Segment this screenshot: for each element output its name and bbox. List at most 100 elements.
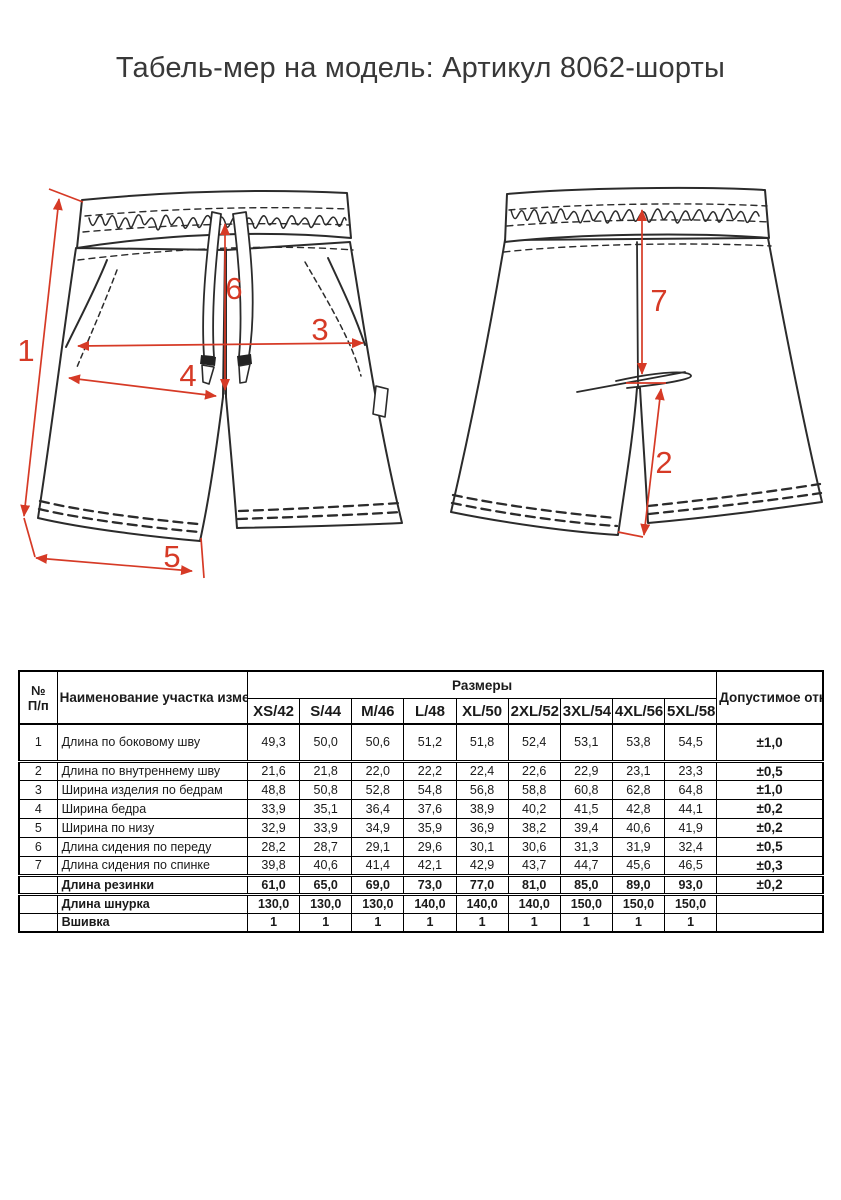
cell-size-value: 23,3 (664, 760, 718, 781)
cell-size-value: 58,8 (507, 779, 561, 800)
table-row: 5 Ширина по низу 32,9 33,9 34,9 35,9 36,9 38,2 3… (18, 817, 824, 838)
cell-size-value: 38,9 (455, 798, 509, 819)
cell-size-value: 32,9 (247, 817, 301, 838)
cell-size-value: 42,9 (455, 855, 509, 877)
cell-size-value: 93,0 (664, 874, 718, 896)
cell-size-value: 48,8 (247, 779, 301, 800)
cell-size-value: 35,9 (403, 817, 457, 838)
cell-tolerance: ±0,2 (716, 798, 824, 819)
cell-size-value: 41,5 (559, 798, 613, 819)
size-table: № П/п Наименование участка измерения Раз… (18, 670, 824, 933)
cell-size-value: 22,6 (507, 760, 561, 781)
cell-size-value: 1 (299, 912, 353, 933)
dimension-arrow-4 (68, 374, 217, 400)
shorts-technical-drawing: 1 3 4 5 6 7 2 (17, 186, 823, 579)
size-columns-row: XS/42 S/44 M/46 L/48 XL/50 2XL/52 3XL/54 4XL/56… (19, 698, 823, 725)
cell-size-value: 54,5 (664, 723, 718, 763)
cell-size-value: 81,0 (507, 874, 561, 896)
dimension-label-4: 4 (179, 358, 196, 393)
cell-size-value: 37,6 (403, 798, 457, 819)
front-right-panel (225, 241, 403, 529)
cell-size-value: 140,0 (455, 893, 509, 914)
cell-size-value: 43,7 (507, 855, 561, 877)
cell-size-value: 85,0 (559, 874, 613, 896)
cell-size-value: 50,6 (351, 723, 405, 763)
cell-size-value: 51,8 (455, 723, 509, 763)
back-crotch-mark (576, 371, 692, 393)
cell-row-number: 4 (18, 798, 58, 819)
cell-size-value: 130,0 (351, 893, 405, 914)
cell-size-value: 33,9 (247, 798, 301, 819)
cell-size-value: 41,9 (664, 817, 718, 838)
cell-row-number: 6 (18, 836, 58, 857)
cell-size-value: 60,8 (559, 779, 613, 800)
cell-measure-name: Ширина по низу (56, 817, 249, 838)
cell-measure-name: Ширина изделия по бедрам (56, 779, 249, 800)
cell-size-value: 21,6 (247, 760, 301, 781)
cell-size-value: 54,8 (403, 779, 457, 800)
cell-size-value: 28,2 (247, 836, 301, 857)
dimension-arrow-2 (617, 382, 666, 538)
cell-size-value: 34,9 (351, 817, 405, 838)
size-column-header: 5XL/58 (664, 698, 718, 725)
table-row: 4 Ширина бедра 33,9 35,1 36,4 37,6 38,9 40,2 41,… (18, 798, 824, 819)
cell-size-value: 61,0 (247, 874, 301, 896)
dimension-arrow-5 (23, 517, 205, 579)
cell-size-value: 1 (455, 912, 509, 933)
dimension-label-6: 6 (225, 271, 242, 306)
col-header-name: Наименование участка измерения (56, 670, 249, 725)
dimension-label-5: 5 (163, 539, 180, 574)
cell-tolerance: ±0,5 (716, 836, 824, 857)
cell-size-value: 140,0 (507, 893, 561, 914)
cell-size-value: 1 (664, 912, 718, 933)
cell-row-number (18, 893, 58, 914)
cell-size-value: 64,8 (664, 779, 718, 800)
cell-size-value: 65,0 (299, 874, 353, 896)
cell-row-number: 7 (18, 855, 58, 877)
cell-size-value: 140,0 (403, 893, 457, 914)
size-column-header: XS/42 (247, 698, 301, 725)
cell-size-value: 22,2 (403, 760, 457, 781)
table-row: 7 Длина сидения по спинке 39,8 40,6 41,4 42,1… (18, 855, 824, 877)
size-column-header: S/44 (299, 698, 353, 725)
table-row: Вшивка 1 1 1 1 1 1 1 1 1 (18, 912, 824, 933)
cell-size-value: 32,4 (664, 836, 718, 857)
cell-size-value: 62,8 (611, 779, 666, 800)
cell-size-value: 23,1 (611, 760, 666, 781)
drawstring (200, 211, 254, 385)
size-column-header: 2XL/52 (507, 698, 561, 725)
table-body: 1 Длина по боковому шву 49,3 50,0 50,6 51,2 51… (18, 723, 824, 933)
cell-measure-name: Длина резинки (56, 874, 249, 896)
dimension-arrow-1 (20, 188, 84, 517)
cell-size-value: 69,0 (351, 874, 405, 896)
size-column-header: M/46 (351, 698, 405, 725)
cell-tolerance: ±1,0 (716, 723, 824, 763)
cell-size-value: 150,0 (611, 893, 666, 914)
table-row: 1 Длина по боковому шву 49,3 50,0 50,6 51,2 51… (18, 723, 824, 763)
size-column-header: XL/50 (455, 698, 509, 725)
cell-size-value: 77,0 (455, 874, 509, 896)
size-column-header: 4XL/56 (611, 698, 666, 725)
cell-size-value: 1 (247, 912, 301, 933)
cell-size-value: 30,6 (507, 836, 561, 857)
cell-size-value: 1 (403, 912, 457, 933)
back-view-drawing (450, 186, 823, 536)
cell-size-value: 39,4 (559, 817, 613, 838)
cell-size-value: 22,9 (559, 760, 613, 781)
cell-size-value: 33,9 (299, 817, 353, 838)
cell-size-value: 31,9 (611, 836, 666, 857)
cell-size-value: 1 (507, 912, 561, 933)
cell-size-value: 1 (351, 912, 405, 933)
col-header-tolerance: Допустимое отклонение, см (716, 670, 824, 725)
cell-size-value: 22,4 (455, 760, 509, 781)
cell-size-value: 73,0 (403, 874, 457, 896)
cell-tolerance (716, 912, 824, 933)
cell-size-value: 52,8 (351, 779, 405, 800)
dimension-label-2: 2 (655, 445, 672, 480)
cell-measure-name: Длина по внутреннему шву (56, 760, 249, 781)
cell-size-value: 40,2 (507, 798, 561, 819)
cell-measure-name: Вшивка (56, 912, 249, 933)
num-header-line1: № (31, 682, 46, 698)
cell-measure-name: Длина по боковому шву (56, 723, 249, 763)
cell-tolerance: ±0,2 (716, 874, 824, 896)
